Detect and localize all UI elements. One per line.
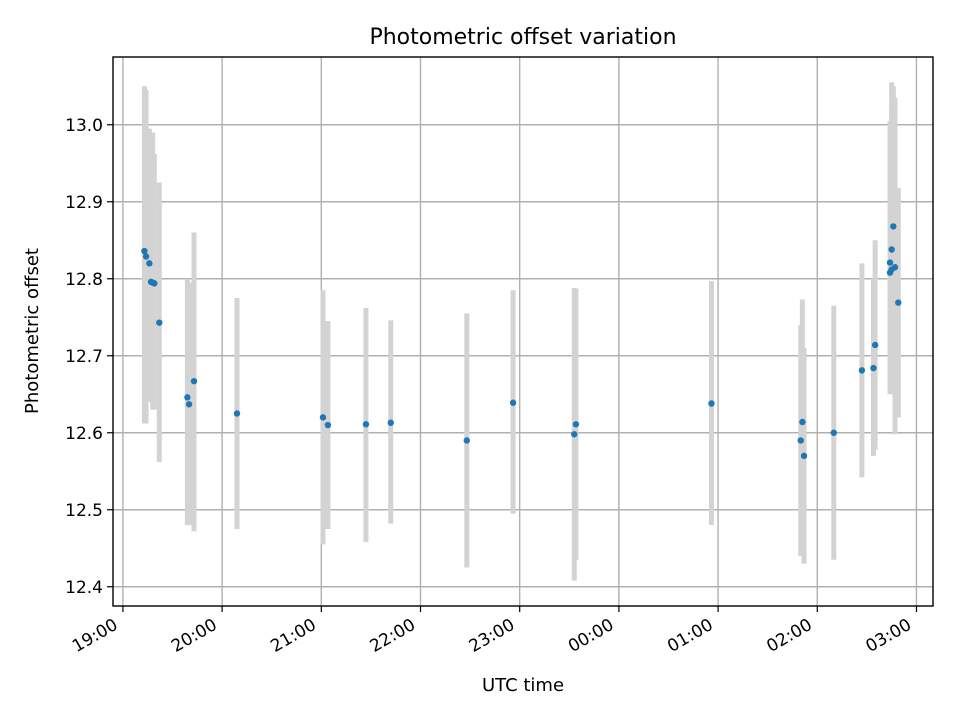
y-tick-label: 12.6 — [65, 424, 103, 444]
data-point — [886, 259, 894, 266]
y-tick-label: 12.9 — [65, 193, 103, 213]
y-tick-label: 12.8 — [65, 270, 103, 290]
data-point — [156, 319, 163, 326]
data-point — [890, 223, 897, 230]
data-point — [830, 429, 838, 436]
data-point — [142, 253, 150, 260]
data-points — [141, 223, 902, 460]
y-tick-label: 12.7 — [65, 347, 103, 367]
x-axis-label: UTC time — [482, 675, 564, 696]
y-axis-label: Photometric offset — [22, 248, 43, 414]
plot-frame — [112, 56, 934, 607]
data-point — [799, 418, 806, 426]
grid-lines — [113, 57, 933, 606]
data-point — [362, 421, 370, 428]
data-point — [858, 367, 866, 374]
data-point — [151, 280, 158, 287]
y-axis-ticks: 12.4 12.5 12.6 12.7 12.8 12.9 13.0 — [65, 116, 113, 598]
data-point — [870, 364, 877, 372]
data-point — [233, 410, 241, 417]
data-point — [190, 377, 198, 385]
chart-title: Photometric offset variation — [369, 25, 676, 50]
data-point — [800, 452, 808, 460]
data-point — [185, 401, 193, 408]
data-point — [146, 260, 153, 267]
data-point — [572, 421, 580, 428]
data-point — [895, 299, 902, 306]
y-tick-label: 12.5 — [65, 501, 103, 521]
data-point — [891, 264, 899, 271]
data-point — [324, 421, 332, 429]
data-point — [509, 399, 517, 406]
data-point — [708, 400, 715, 407]
y-tick-label: 12.4 — [65, 578, 103, 598]
data-point — [319, 414, 327, 421]
data-point — [871, 341, 879, 349]
y-tick-label: 13.0 — [65, 116, 103, 136]
data-point — [797, 437, 804, 444]
data-point — [888, 246, 895, 253]
data-point — [141, 247, 148, 255]
data-point — [463, 437, 470, 444]
data-point — [387, 419, 394, 426]
data-point — [184, 394, 191, 401]
data-point — [571, 431, 578, 438]
